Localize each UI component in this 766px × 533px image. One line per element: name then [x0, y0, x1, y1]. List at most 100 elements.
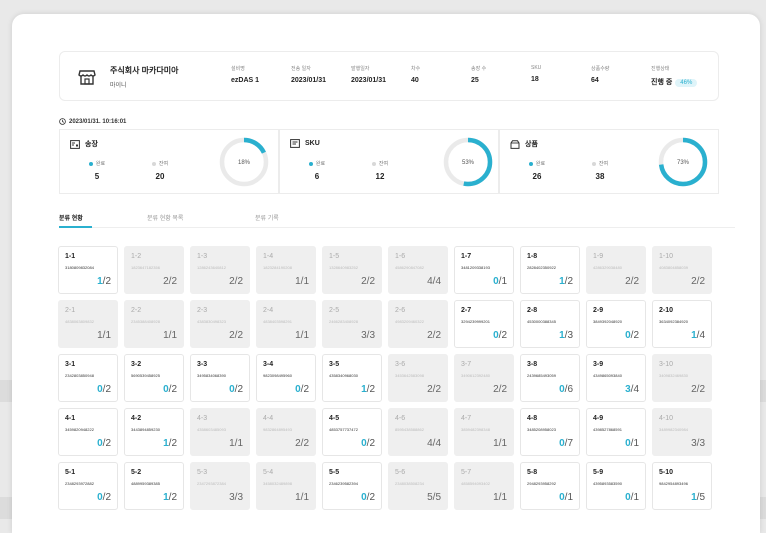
grid-cell[interactable]: 5-1 2348293972882 0/2	[58, 462, 118, 510]
cell-count: 0/2	[361, 438, 375, 449]
grid-cell[interactable]: 3-8 2439685493059 0/6	[520, 354, 580, 402]
cell-processed: 1	[163, 492, 169, 503]
cell-processed: 2	[229, 330, 235, 341]
cell-count: 3/4	[625, 384, 639, 395]
grid-cell[interactable]: 1-9 4286329038480 2/2	[586, 246, 646, 294]
cell-code: 4838063809832	[65, 319, 94, 324]
cell-id: 2-4	[263, 307, 274, 314]
grid-cell[interactable]: 1-3 1286243640812 2/2	[190, 246, 250, 294]
cell-total: 1	[633, 492, 639, 503]
cell-code: 3634092384920	[659, 319, 688, 324]
cell-processed: 0	[361, 492, 367, 503]
grid-cell[interactable]: 4-8 3485208958023 0/7	[520, 408, 580, 456]
grid-cell[interactable]: 4-4 9832864895493 2/2	[256, 408, 316, 456]
tab-sort-status-list[interactable]: 분류 현황 목록	[147, 216, 184, 222]
grid-cell[interactable]: 5-7 4858594093402 1/1	[454, 462, 514, 510]
cell-processed: 1	[691, 330, 697, 341]
grid-cell[interactable]: 1-10 4083804858039 2/2	[652, 246, 712, 294]
grid-cell[interactable]: 3-1 2342803850948 0/2	[58, 354, 118, 402]
cell-processed: 2	[691, 384, 697, 395]
cell-count: 5/5	[427, 492, 441, 503]
tab-sort-status[interactable]: 분류 현황	[59, 216, 83, 222]
grid-cell[interactable]: 2-8 4530000388345 1/3	[520, 300, 580, 348]
grid-cell[interactable]: 4-2 3443894859230 1/2	[124, 408, 184, 456]
grid-cell[interactable]: 3-5 4358340968030 1/2	[322, 354, 382, 402]
cell-id: 3-6	[395, 361, 406, 368]
grid-cell[interactable]: 5-5 2346239582394 0/2	[322, 462, 382, 510]
cell-id: 3-9	[593, 361, 604, 368]
grid-cell[interactable]: 3-6 3453642583098 2/2	[388, 354, 448, 402]
grid-cell[interactable]: 3-7 3490612392480 2/2	[454, 354, 514, 402]
grid-cell[interactable]: 2-9 3849392048920 0/2	[586, 300, 646, 348]
cell-id: 1-6	[395, 253, 406, 260]
grid-cell[interactable]: 4-3 4358603485093 1/1	[190, 408, 250, 456]
grid-cell[interactable]: 2-7 3294239999201 0/2	[454, 300, 514, 348]
header-col-sku: SKU 18	[531, 65, 542, 83]
grid-cell[interactable]: 4-1 3459820948222 0/2	[58, 408, 118, 456]
grid-cell[interactable]: 5-9 4395893583590 0/1	[586, 462, 646, 510]
grid-cell[interactable]: 1-4 1823284190208 1/1	[256, 246, 316, 294]
grid-cell[interactable]: 5-2 4889959389385 1/2	[124, 462, 184, 510]
grid-cell[interactable]: 2-3 4383830498323 2/2	[190, 300, 250, 348]
grid-cell[interactable]: 5-6 2348038508234 5/5	[388, 462, 448, 510]
cell-code: 2439685493059	[527, 373, 556, 378]
grid-cell[interactable]: 5-8 2948293958292 0/1	[520, 462, 580, 510]
cell-count: 2/2	[625, 276, 639, 287]
cell-id: 4-7	[461, 415, 472, 422]
cell-total: 4	[435, 438, 441, 449]
grid-cell[interactable]: 4-10 3489982340984 3/3	[652, 408, 712, 456]
cell-count: 1/2	[361, 384, 375, 395]
cell-code: 2348038508234	[395, 481, 424, 486]
cell-processed: 3	[625, 384, 631, 395]
cell-count: 3/3	[691, 438, 705, 449]
cell-processed: 1	[559, 330, 565, 341]
grid-cell[interactable]: 2-5 2466283408928 3/3	[322, 300, 382, 348]
cell-total: 1	[303, 276, 309, 287]
grid-cell[interactable]: 1-2 1823647182356 2/2	[124, 246, 184, 294]
cell-count: 1/1	[493, 438, 507, 449]
tab-sort-history[interactable]: 분류 기록	[255, 216, 279, 222]
cell-processed: 1	[295, 492, 301, 503]
timestamp-text: 2023/01/31. 10:16:01	[69, 118, 127, 125]
cell-count: 1/1	[295, 330, 309, 341]
grid-cell[interactable]: 3-4 9823098495960 0/2	[256, 354, 316, 402]
grid-cell[interactable]: 5-3 2347293872384 3/3	[190, 462, 250, 510]
cell-count: 1/1	[295, 276, 309, 287]
grid-cell[interactable]: 2-10 3634092384920 1/4	[652, 300, 712, 348]
cell-id: 5-8	[527, 469, 538, 476]
cell-total: 2	[501, 384, 507, 395]
cell-total: 2	[633, 276, 639, 287]
cell-code: 4349865093840	[593, 373, 622, 378]
grid-cell[interactable]: 1-6 4586290847082 4/4	[388, 246, 448, 294]
grid-cell[interactable]: 4-6 8595438588862 4/4	[388, 408, 448, 456]
cell-total: 3	[567, 330, 573, 341]
grid-cell[interactable]: 5-10 9842954893496 1/5	[652, 462, 712, 510]
cell-total: 1	[633, 438, 639, 449]
cell-processed: 0	[163, 384, 169, 395]
grid-cell[interactable]: 3-9 4349865093840 3/4	[586, 354, 646, 402]
grid-cell[interactable]: 1-8 2828402350922 1/2	[520, 246, 580, 294]
cell-code: 3485208958023	[527, 427, 556, 432]
cell-count: 1/1	[163, 330, 177, 341]
cell-code: 8595438588862	[395, 427, 424, 432]
grid-cell[interactable]: 3-3 3495834068390 0/2	[190, 354, 250, 402]
grid-cell[interactable]: 3-10 3409832469830 2/2	[652, 354, 712, 402]
grid-cell[interactable]: 2-4 4838403598291 1/1	[256, 300, 316, 348]
cell-count: 0/2	[97, 384, 111, 395]
cell-id: 3-2	[131, 361, 142, 368]
cell-total: 1	[567, 492, 573, 503]
grid-cell[interactable]: 1-5 1328640983252 2/2	[322, 246, 382, 294]
cell-count: 2/2	[691, 384, 705, 395]
grid-cell[interactable]: 4-7 3859482398348 1/1	[454, 408, 514, 456]
grid-cell[interactable]: 4-9 4398527868591 0/1	[586, 408, 646, 456]
grid-cell[interactable]: 2-2 2345388408928 1/1	[124, 300, 184, 348]
cell-id: 5-1	[65, 469, 76, 476]
grid-cell[interactable]: 5-4 3458032489898 1/1	[256, 462, 316, 510]
grid-cell[interactable]: 1-1 3180809832084 1/2	[58, 246, 118, 294]
grid-cell[interactable]: 3-2 5690539458925 0/2	[124, 354, 184, 402]
grid-cell[interactable]: 4-5 4853757737472 0/2	[322, 408, 382, 456]
grid-cell[interactable]: 2-6 4983209460322 2/2	[388, 300, 448, 348]
grid-cell[interactable]: 2-1 4838063809832 1/1	[58, 300, 118, 348]
grid-cell[interactable]: 1-7 3481209338193 0/1	[454, 246, 514, 294]
cell-id: 2-3	[197, 307, 208, 314]
